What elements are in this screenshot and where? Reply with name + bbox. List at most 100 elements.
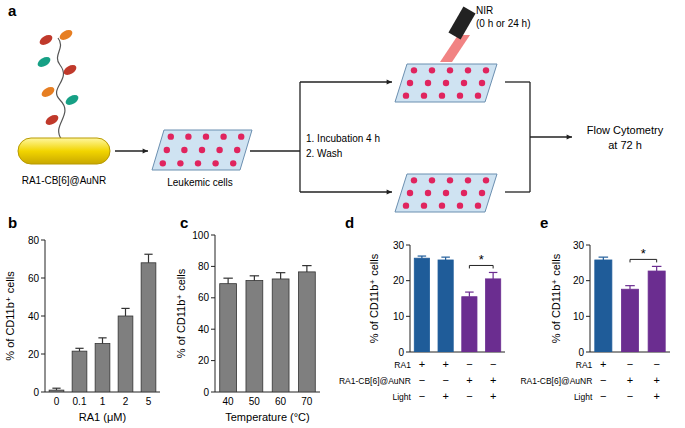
- error-stem: [306, 266, 307, 272]
- well: [411, 67, 417, 73]
- well: [465, 177, 471, 183]
- readout: Flow Cytometry: [587, 124, 664, 136]
- well: [443, 80, 449, 86]
- bar: [118, 316, 133, 392]
- nanoparticle-label: RA1-CB[6]@AuNR: [22, 175, 107, 186]
- condition-value: +: [466, 374, 472, 386]
- error-bar: [652, 266, 662, 271]
- error-cap: [121, 308, 129, 309]
- y-axis: [215, 235, 216, 392]
- bar: [72, 351, 87, 392]
- panel-label: b: [8, 214, 17, 231]
- y-tick: [41, 392, 45, 393]
- well: [475, 92, 481, 98]
- error-stem: [493, 272, 494, 278]
- well: [160, 160, 166, 166]
- error-cap: [276, 272, 285, 273]
- error-stem: [469, 292, 470, 297]
- y-tick-label: 20: [198, 355, 210, 366]
- y-axis-title: % of CD11b⁺ cells: [4, 271, 16, 361]
- bar: [298, 272, 315, 392]
- well: [407, 80, 413, 86]
- error-stem: [125, 308, 126, 316]
- well-plate: [152, 130, 252, 170]
- well-plate: [395, 174, 497, 212]
- bars: [220, 266, 316, 392]
- error-cap: [489, 272, 498, 273]
- bar: [49, 390, 64, 392]
- y-tick: [211, 329, 215, 330]
- condition-value: +: [442, 358, 448, 370]
- arrow-head: [387, 189, 392, 194]
- bar: [95, 344, 110, 392]
- error-bar: [223, 278, 232, 283]
- error-cap: [441, 257, 450, 258]
- well: [230, 160, 236, 166]
- error-cap: [599, 257, 609, 258]
- y-tick-label: 80: [28, 235, 40, 246]
- error-bar: [250, 276, 259, 281]
- well: [425, 80, 431, 86]
- drug-molecule: [36, 55, 52, 69]
- y-tick-label: 20: [573, 275, 585, 286]
- well: [220, 133, 226, 139]
- drug-molecule: [62, 63, 78, 77]
- well-plate: [395, 64, 497, 102]
- y-tick-label: 0: [33, 387, 39, 398]
- y-tick-label: 40: [198, 324, 210, 335]
- connector: [505, 191, 530, 192]
- error-bar: [489, 272, 498, 278]
- well: [439, 202, 445, 208]
- error-cap: [652, 266, 662, 267]
- chart-d: d0102030% of CD11b⁺ cellsRA1++−−RA1-CB[6…: [339, 214, 505, 402]
- error-stem: [656, 266, 657, 271]
- y-axis: [590, 245, 591, 352]
- panel-a: aRA1-CB[6]@AuNRLeukemic cells1. Incubati…: [8, 2, 664, 212]
- error-cap: [625, 285, 635, 286]
- chart-e: e0102030% of CD11b⁺ cellsRA1+−−RA1-CB[6]…: [520, 214, 670, 402]
- well: [461, 190, 467, 196]
- x-tick-label: 2: [123, 396, 129, 407]
- plate-body: [152, 130, 252, 170]
- y-tick: [586, 245, 590, 246]
- well: [199, 147, 205, 153]
- laser-beam: [440, 35, 470, 62]
- drug-molecule: [40, 85, 56, 99]
- well: [483, 67, 489, 73]
- well: [216, 147, 222, 153]
- y-tick: [406, 316, 410, 317]
- y-tick: [41, 316, 45, 317]
- step-label: 2. Wash: [306, 148, 342, 159]
- error-bar: [441, 257, 450, 260]
- y-tick: [406, 352, 410, 353]
- error-cap: [465, 291, 474, 292]
- error-bar: [121, 308, 129, 316]
- y-axis-title: % of CD11b⁺ cells: [368, 253, 380, 343]
- y-tick: [211, 392, 215, 393]
- well: [421, 202, 427, 208]
- condition-value: −: [627, 358, 633, 370]
- chart-c: c020406080100% of CD11b⁺ cells40506070Te…: [175, 214, 320, 423]
- x-tick-label: 70: [301, 396, 313, 407]
- well: [238, 133, 244, 139]
- condition-value: +: [600, 358, 606, 370]
- well: [443, 190, 449, 196]
- error-bar: [52, 388, 60, 390]
- y-axis-title: % of CD11b⁺ cells: [550, 253, 562, 343]
- x-tick-label: 40: [223, 396, 235, 407]
- laser: [448, 7, 475, 40]
- well: [403, 202, 409, 208]
- drug-molecule: [58, 28, 74, 42]
- error-bar: [599, 257, 609, 260]
- error-bar: [418, 256, 427, 258]
- step-label: 1. Incubation 4 h: [306, 133, 380, 144]
- y-tick: [211, 235, 215, 236]
- y-tick: [211, 297, 215, 298]
- drug-molecule: [44, 113, 60, 127]
- well: [447, 67, 453, 73]
- chart-b: b020406080% of CD11b⁺ cells00.1125RA1 (μ…: [4, 214, 160, 423]
- well: [421, 92, 427, 98]
- condition-value: −: [627, 390, 633, 402]
- connector: [250, 150, 300, 151]
- y-tick: [211, 266, 215, 267]
